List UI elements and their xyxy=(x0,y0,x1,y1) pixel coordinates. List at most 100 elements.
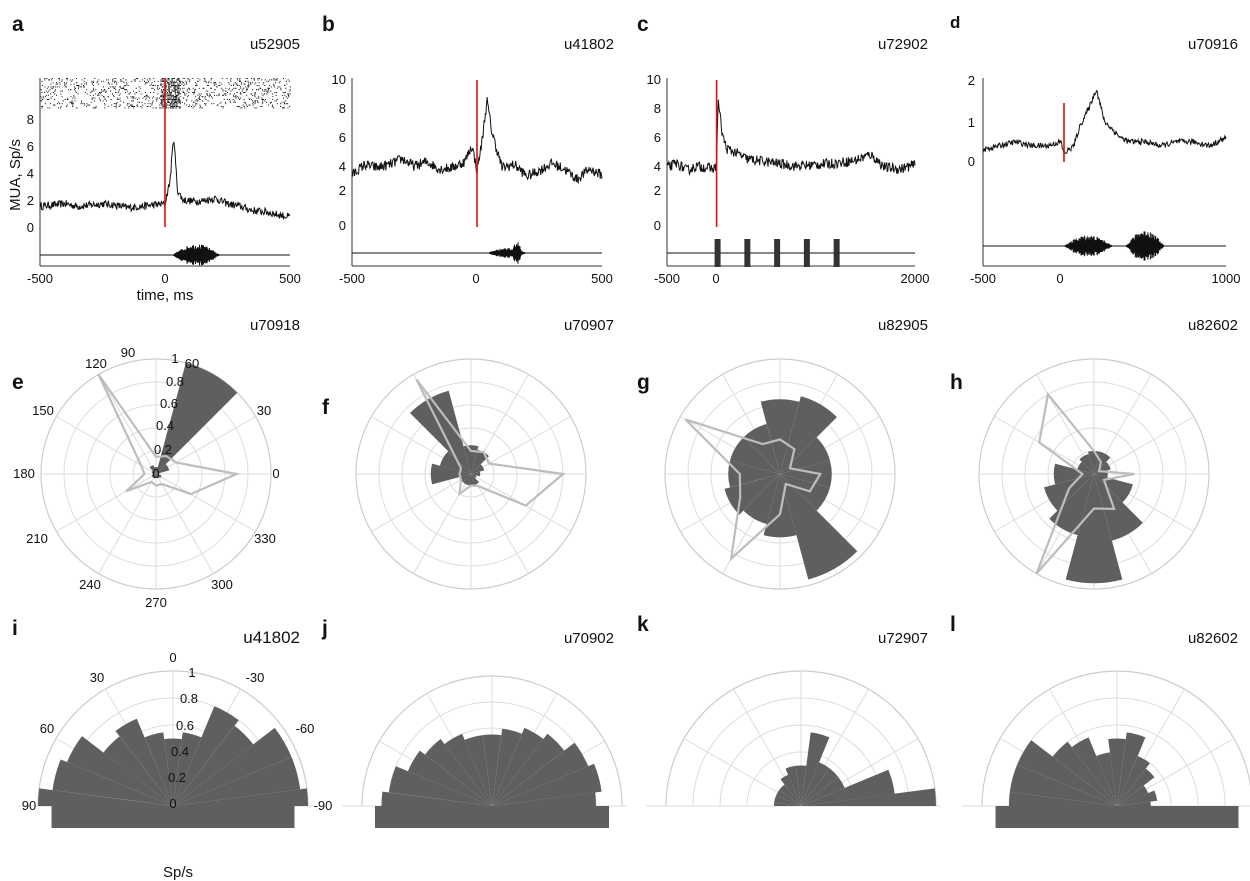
unit-id-e: u70918 xyxy=(250,317,300,334)
x-tick-a-0: -500 xyxy=(27,271,53,286)
polar-bar-g xyxy=(780,474,830,511)
polar-plot-l xyxy=(962,670,1250,828)
y-tick-b-3: 6 xyxy=(339,130,346,145)
polar-bar-l xyxy=(1117,801,1151,806)
polar-bar-e xyxy=(155,474,157,478)
y-tick-b-2: 4 xyxy=(339,159,346,174)
polar-bar-h xyxy=(1079,454,1094,474)
polar-bar-k xyxy=(801,732,830,806)
polar-bar-e xyxy=(152,473,156,475)
polar-bar-g xyxy=(780,474,858,580)
polar-bar-j xyxy=(492,763,602,806)
angle-label-e-270: 270 xyxy=(145,595,167,610)
panel-label-h: h xyxy=(950,371,963,394)
polar-plot-f xyxy=(355,358,587,590)
polar-bar-e xyxy=(152,474,156,479)
polar-bar-g xyxy=(760,399,800,474)
radial-label-i-3: 0.6 xyxy=(176,718,194,733)
angle-label-e-330: 330 xyxy=(254,531,276,546)
angle-label-i-neg30: -30 xyxy=(246,670,265,685)
radial-label-i-4: 0.8 xyxy=(180,691,198,706)
y-tick-a-0: 0 xyxy=(27,220,34,235)
polar-bar-f xyxy=(468,474,474,486)
polar-bar-e xyxy=(149,465,156,474)
polar-plot-j xyxy=(342,675,627,828)
panel-label-c: c xyxy=(637,13,649,36)
polar-bar-h xyxy=(1044,474,1094,511)
mua-trace-c xyxy=(666,99,916,177)
polar-bar-k xyxy=(773,802,801,806)
angle-label-e-180: 180 xyxy=(13,466,35,481)
polar-bar-k xyxy=(779,784,801,806)
angle-label-i-0: 0 xyxy=(169,650,176,665)
polar-bar-k xyxy=(801,777,845,806)
unit-id-j: u70902 xyxy=(564,630,614,647)
angle-label-i-neg60: -60 xyxy=(296,721,315,736)
x-tick-a-1: 0 xyxy=(161,271,168,286)
polar-bar-i xyxy=(173,725,254,806)
y-tick-d-2: 2 xyxy=(968,73,975,88)
polar-bar-k xyxy=(801,788,936,806)
radial-label-i-2: 0.4 xyxy=(171,744,189,759)
panel-b: b u41802 -500 0 500 0 2 4 6 8 10 xyxy=(322,13,614,286)
stimulus-pulse xyxy=(744,239,751,267)
polar-bar-j xyxy=(464,735,492,806)
polar-bar-g xyxy=(780,460,832,488)
polar-bar-i xyxy=(173,732,202,806)
polar-bar-l xyxy=(1108,738,1126,806)
polar-lower-fill-i xyxy=(51,806,295,828)
panel-label-b: b xyxy=(322,13,335,36)
stimulus-pulse xyxy=(774,239,781,267)
y-tick-a-3: 6 xyxy=(27,139,34,154)
polar-bar-j xyxy=(492,742,589,806)
panel-label-e: e xyxy=(12,371,24,394)
polar-bar-l xyxy=(1117,768,1155,806)
polar-bar-e xyxy=(151,470,156,474)
polar-bar-k xyxy=(801,762,830,806)
unit-id-d: u70916 xyxy=(1188,36,1238,53)
polar-bar-i xyxy=(173,727,292,806)
polar-bar-l xyxy=(1117,790,1158,806)
angle-label-e-300: 300 xyxy=(211,577,233,592)
angle-label-i-30: 30 xyxy=(90,670,104,685)
stimulus-waveform-b xyxy=(487,242,527,264)
polar-bar-l xyxy=(1117,732,1146,806)
angle-label-i-neg90: -90 xyxy=(314,798,333,813)
polar-bar-j xyxy=(407,750,492,806)
polar-overlay-line-g xyxy=(684,418,823,562)
y-tick-c-1: 2 xyxy=(654,183,661,198)
y-tick-b-0: 0 xyxy=(339,218,346,233)
unit-id-l: u82602 xyxy=(1188,630,1238,647)
polar-bar-e xyxy=(151,474,156,478)
x-tick-c-0: -500 xyxy=(654,271,680,286)
y-tick-a-1: 2 xyxy=(27,193,34,208)
panel-a: a u52905 -500 0 500 0 2 4 6 8 time, ms M… xyxy=(7,13,301,304)
angle-label-i-90: 90 xyxy=(22,798,36,813)
polar-bar-l xyxy=(1117,756,1150,806)
angle-label-e-90: 90 xyxy=(121,345,135,360)
y-tick-a-2: 4 xyxy=(27,166,34,181)
polar-bar-h xyxy=(1053,463,1094,485)
radial-label-e-2: 0.4 xyxy=(156,418,174,433)
polar-bar-l xyxy=(1017,740,1117,806)
polar-bar-e xyxy=(156,474,160,479)
polar-bar-i xyxy=(103,736,173,806)
stimulus-waveform-d xyxy=(1063,231,1165,261)
y-tick-c-4: 8 xyxy=(654,101,661,116)
panel-label-f: f xyxy=(322,396,330,419)
polar-bar-e xyxy=(156,474,162,479)
x-tick-d-1: 0 xyxy=(1056,271,1063,286)
polar-bar-j xyxy=(388,766,492,806)
polar-bar-e xyxy=(156,473,160,475)
polar-lower-fill-j xyxy=(375,806,609,828)
polar-bar-j xyxy=(381,791,492,806)
radial-label-e-5: 1 xyxy=(171,351,178,366)
polar-bar-f xyxy=(439,451,471,474)
panel-label-l: l xyxy=(950,613,956,636)
polar-bar-l xyxy=(1052,741,1117,806)
panel-label-k: k xyxy=(637,613,649,636)
polar-bar-k xyxy=(780,774,801,806)
panel-label-i: i xyxy=(12,617,18,640)
y-tick-b-5: 10 xyxy=(332,72,346,87)
polar-bar-i xyxy=(173,706,239,806)
